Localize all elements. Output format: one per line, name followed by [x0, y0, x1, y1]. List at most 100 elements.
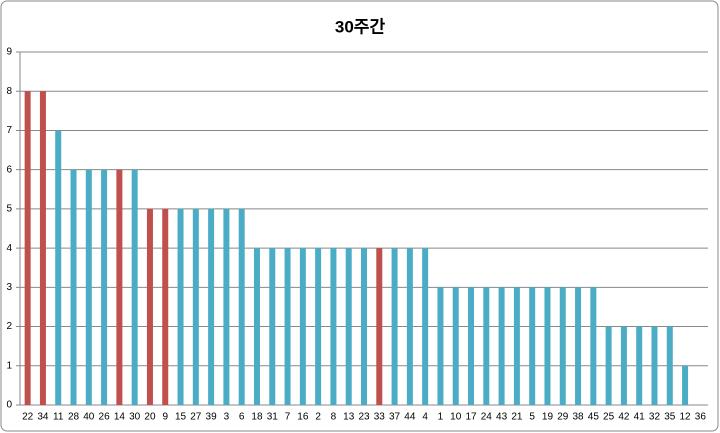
x-tick-label: 28	[68, 412, 80, 423]
bar	[559, 287, 566, 405]
x-tick-label: 38	[572, 412, 584, 423]
x-tick-label: 25	[603, 412, 615, 423]
y-tick-label: 7	[6, 125, 12, 136]
bar	[85, 169, 92, 405]
bar	[208, 208, 215, 405]
bar	[192, 208, 199, 405]
bar	[24, 91, 31, 405]
x-tick-label: 24	[481, 412, 493, 423]
y-tick-label: 9	[6, 47, 12, 58]
bar	[269, 248, 276, 405]
bar	[636, 326, 643, 405]
x-tick-label: 32	[649, 412, 661, 423]
bar	[498, 287, 505, 405]
x-tick-label: 5	[529, 412, 535, 423]
x-tick-label: 9	[162, 412, 168, 423]
bar	[529, 287, 536, 405]
bar	[146, 208, 153, 405]
x-tick-label: 29	[557, 412, 569, 423]
y-tick-label: 6	[6, 164, 12, 175]
bar	[238, 208, 245, 405]
x-tick-label: 14	[114, 412, 126, 423]
y-tick-label: 1	[6, 360, 12, 371]
chart-title: 30주간	[335, 17, 386, 36]
x-tick-label: 7	[285, 412, 291, 423]
x-tick-label: 22	[22, 412, 34, 423]
x-tick-label: 6	[239, 412, 245, 423]
x-tick-label: 42	[618, 412, 630, 423]
x-tick-label: 39	[206, 412, 218, 423]
bar	[101, 169, 108, 405]
x-tick-label: 18	[251, 412, 263, 423]
bar	[345, 248, 352, 405]
x-tick-label: 19	[542, 412, 554, 423]
bar	[605, 326, 612, 405]
bar	[284, 248, 291, 405]
x-tick-label: 8	[331, 412, 337, 423]
bar	[544, 287, 551, 405]
bar	[315, 248, 322, 405]
x-tick-label: 41	[634, 412, 646, 423]
y-tick-label: 3	[6, 282, 12, 293]
x-tick-label: 11	[53, 412, 64, 423]
bar	[361, 248, 367, 405]
x-tick-label: 31	[267, 412, 279, 423]
x-tick-label: 35	[664, 412, 676, 423]
x-tick-label: 21	[511, 412, 523, 423]
y-tick-label: 8	[6, 86, 12, 97]
x-tick-label: 40	[83, 412, 95, 423]
x-tick-label: 26	[99, 412, 111, 423]
x-tick-label: 4	[422, 412, 428, 423]
bar	[620, 326, 627, 405]
x-tick-label: 33	[374, 412, 386, 423]
bar	[131, 169, 138, 405]
bar	[483, 287, 490, 405]
bar	[223, 208, 230, 405]
bar	[590, 287, 597, 405]
x-tick-label: 17	[465, 412, 477, 423]
y-tick-label: 0	[6, 400, 12, 411]
bar	[437, 287, 444, 405]
bar	[70, 169, 77, 405]
y-tick-label: 4	[6, 243, 12, 254]
x-tick-label: 10	[450, 412, 462, 423]
bar	[162, 208, 169, 405]
bar	[575, 287, 582, 405]
bar	[682, 365, 689, 405]
bar	[177, 208, 184, 405]
x-tick-label: 2	[315, 412, 321, 423]
y-tick-label: 2	[6, 321, 12, 332]
x-tick-label: 15	[175, 412, 187, 423]
x-tick-label: 34	[37, 412, 49, 423]
bar	[468, 287, 475, 405]
bar	[422, 248, 429, 405]
bar	[391, 248, 398, 405]
bar	[299, 248, 306, 405]
bar	[116, 169, 123, 405]
bar	[651, 326, 658, 405]
x-tick-label: 23	[358, 412, 370, 423]
x-tick-label: 45	[588, 412, 600, 423]
x-tick-label: 20	[144, 412, 156, 423]
x-tick-label: 36	[695, 412, 707, 423]
x-tick-label: 37	[389, 412, 401, 423]
x-tick-label: 43	[496, 412, 508, 423]
x-tick-label: 13	[343, 412, 355, 423]
x-tick-label: 3	[224, 412, 230, 423]
bar	[55, 130, 62, 405]
bar	[376, 248, 383, 405]
y-tick-label: 5	[6, 204, 12, 215]
bar	[330, 248, 337, 405]
x-tick-label: 12	[680, 412, 692, 423]
x-tick-label: 44	[404, 412, 416, 423]
bar	[406, 248, 413, 405]
bar	[666, 326, 673, 405]
x-tick-label: 1	[438, 412, 444, 423]
bar	[39, 91, 46, 405]
bar	[452, 287, 459, 405]
x-tick-label: 16	[297, 412, 309, 423]
x-tick-label: 27	[190, 412, 202, 423]
bar	[253, 248, 260, 405]
x-tick-label: 30	[129, 412, 141, 423]
